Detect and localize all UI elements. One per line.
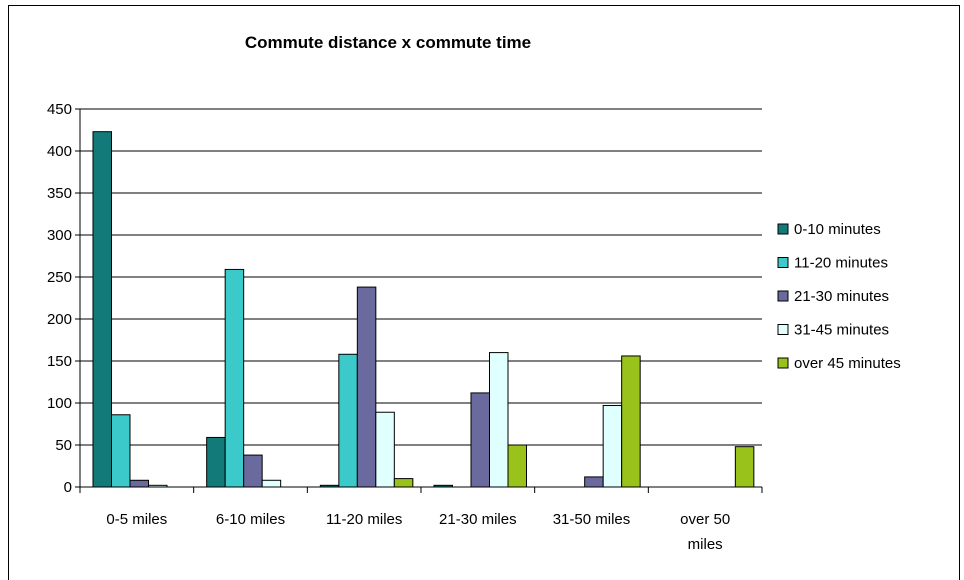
bar — [129, 479, 149, 488]
legend-label: 21-30 minutes — [794, 288, 889, 305]
legend-swatch — [777, 357, 789, 369]
y-tick-label: 300 — [47, 227, 72, 244]
y-tick-label: 0 — [64, 479, 72, 496]
legend-swatch — [777, 324, 789, 335]
bar — [375, 411, 395, 488]
chart-frame — [8, 5, 960, 580]
bar — [319, 484, 340, 488]
bar — [507, 444, 527, 488]
legend-label: 0-10 minutes — [794, 221, 881, 238]
legend-swatch — [777, 223, 789, 235]
x-category-label: over 50 — [680, 511, 730, 528]
y-tick-label: 100 — [47, 395, 72, 412]
x-category-label: 21-30 miles — [439, 511, 517, 528]
bar — [148, 484, 168, 488]
y-tick-label: 150 — [47, 353, 72, 370]
chart-title: Commute distance x commute time — [244, 33, 532, 52]
y-tick-label: 200 — [47, 311, 72, 328]
bar — [470, 392, 490, 488]
bar — [261, 479, 282, 488]
bar — [243, 454, 263, 488]
legend-label: over 45 minutes — [794, 355, 901, 372]
bar — [433, 484, 453, 488]
x-category-label: 0-5 miles — [106, 511, 167, 528]
bar — [206, 436, 226, 488]
bar — [338, 353, 358, 488]
x-category-label: 11-20 miles — [326, 511, 402, 528]
bar — [92, 131, 112, 488]
legend-label: 31-45 minutes — [794, 322, 889, 339]
x-category-label: 6-10 miles — [216, 511, 285, 528]
y-tick-label: 400 — [47, 143, 72, 160]
y-tick-label: 350 — [47, 185, 72, 202]
bar — [356, 286, 377, 488]
x-category-label: 31-50 miles — [553, 511, 631, 528]
bar — [393, 478, 414, 488]
bar — [224, 268, 245, 488]
bar — [489, 352, 509, 488]
bar — [621, 355, 641, 488]
legend-swatch — [777, 257, 789, 268]
y-tick-label: 50 — [55, 437, 72, 454]
bar — [602, 405, 623, 488]
y-tick-label: 250 — [47, 269, 72, 286]
legend-swatch — [777, 290, 789, 302]
y-tick-label: 450 — [47, 101, 72, 118]
legend-label: 11-20 minutes — [794, 255, 888, 272]
x-category-label: miles — [688, 536, 723, 553]
bar — [584, 476, 604, 488]
bar — [734, 446, 755, 488]
bar — [111, 414, 131, 488]
